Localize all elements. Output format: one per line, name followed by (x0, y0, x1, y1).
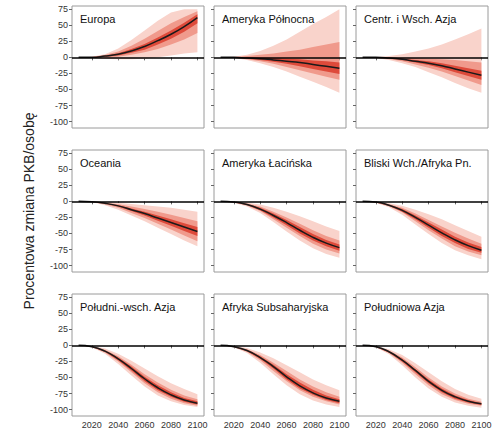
svg-text:Afryka Subsaharyjska: Afryka Subsaharyjska (222, 301, 329, 313)
svg-text:Procentowa zmiana PKB/osobę: Procentowa zmiana PKB/osobę (21, 112, 37, 309)
svg-text:2100: 2100 (329, 420, 349, 430)
svg-text:0: 0 (63, 340, 68, 350)
svg-text:50: 50 (58, 20, 68, 30)
svg-text:-75: -75 (55, 101, 68, 111)
svg-text:75: 75 (58, 148, 68, 158)
svg-text:2080: 2080 (303, 420, 323, 430)
svg-text:-100: -100 (50, 261, 68, 271)
svg-text:Europa: Europa (80, 13, 116, 25)
svg-text:25: 25 (58, 36, 68, 46)
svg-text:2040: 2040 (392, 420, 412, 430)
svg-text:Oceania: Oceania (80, 157, 122, 169)
svg-text:Bliski Wch./Afryka Pn.: Bliski Wch./Afryka Pn. (364, 157, 472, 169)
svg-text:-75: -75 (55, 389, 68, 399)
svg-text:2100: 2100 (471, 420, 491, 430)
svg-text:2060: 2060 (277, 420, 297, 430)
svg-text:50: 50 (58, 164, 68, 174)
svg-text:75: 75 (58, 4, 68, 14)
svg-text:-50: -50 (55, 228, 68, 238)
svg-text:0: 0 (63, 196, 68, 206)
svg-text:-50: -50 (55, 372, 68, 382)
svg-text:-100: -100 (50, 117, 68, 127)
svg-text:Centr. i Wsch. Azja: Centr. i Wsch. Azja (364, 13, 457, 25)
svg-text:2060: 2060 (419, 420, 439, 430)
svg-text:2040: 2040 (108, 420, 128, 430)
svg-text:Ameryka Łacińska: Ameryka Łacińska (222, 157, 313, 169)
svg-text:25: 25 (58, 324, 68, 334)
svg-text:-25: -25 (55, 212, 68, 222)
svg-text:50: 50 (58, 308, 68, 318)
svg-text:2040: 2040 (250, 420, 270, 430)
svg-text:2100: 2100 (187, 420, 207, 430)
svg-text:Południ.-wsch. Azja: Południ.-wsch. Azja (80, 301, 176, 313)
svg-text:2080: 2080 (161, 420, 181, 430)
svg-text:Ameryka Północna: Ameryka Północna (222, 13, 315, 25)
svg-text:75: 75 (58, 292, 68, 302)
svg-text:2020: 2020 (82, 420, 102, 430)
svg-text:2020: 2020 (366, 420, 386, 430)
svg-text:-100: -100 (50, 405, 68, 415)
svg-text:-25: -25 (55, 68, 68, 78)
svg-text:25: 25 (58, 180, 68, 190)
svg-text:Południowa Azja: Południowa Azja (364, 301, 446, 313)
svg-text:-75: -75 (55, 245, 68, 255)
svg-text:0: 0 (63, 52, 68, 62)
svg-text:-25: -25 (55, 356, 68, 366)
svg-text:2060: 2060 (135, 420, 155, 430)
svg-text:2020: 2020 (224, 420, 244, 430)
svg-text:-50: -50 (55, 84, 68, 94)
svg-text:2080: 2080 (445, 420, 465, 430)
